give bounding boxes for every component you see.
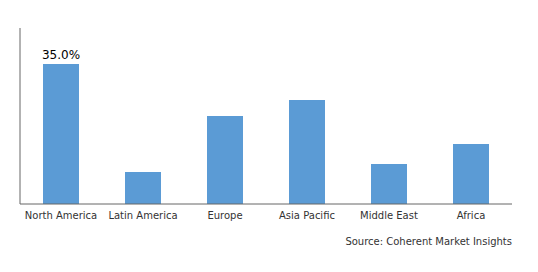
svg-text:Europe: Europe — [207, 210, 242, 221]
svg-text:Middle East: Middle East — [360, 210, 418, 221]
svg-text:North America: North America — [25, 210, 97, 221]
svg-text:Africa: Africa — [457, 210, 486, 221]
html-text:Source: Coherent Market Insigh: Source: Coherent Market Insights — [345, 236, 512, 247]
svg-text:35.0%: 35.0% — [42, 48, 80, 62]
svg-text:Latin America: Latin America — [108, 210, 177, 221]
svg-text:Asia Pacific: Asia Pacific — [279, 210, 335, 221]
